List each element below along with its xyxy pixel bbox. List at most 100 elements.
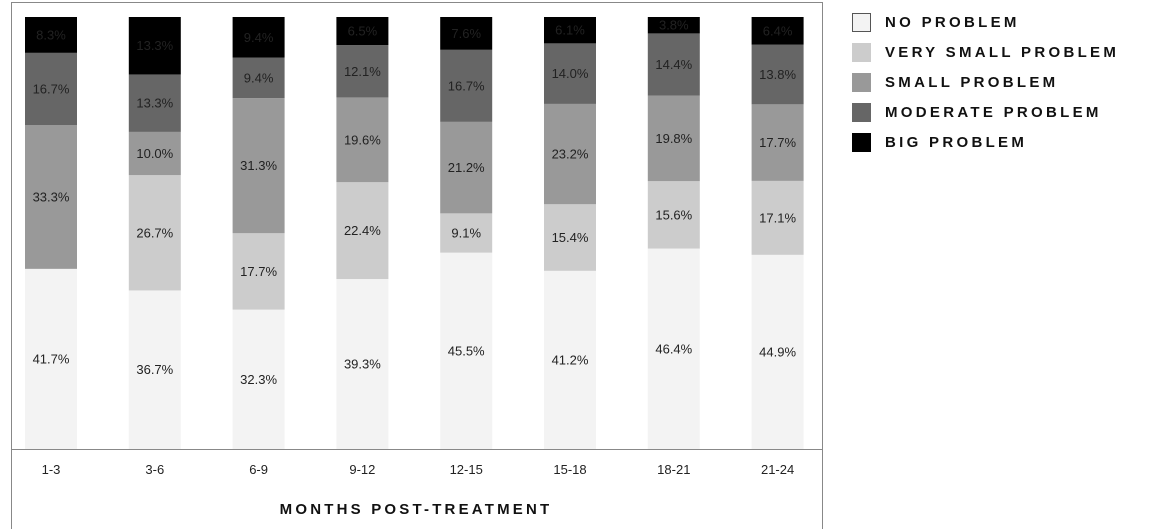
data-label: 46.4% — [655, 341, 692, 356]
bar-segment-moderate-problem — [544, 43, 596, 104]
legend-label: SMALL PROBLEM — [885, 73, 1059, 91]
bar-segment-small-problem — [440, 121, 493, 214]
data-label: 45.5% — [448, 343, 485, 358]
data-label: 44.9% — [759, 344, 796, 359]
data-label: 19.6% — [344, 132, 381, 147]
data-label: 8.3% — [36, 27, 66, 42]
data-label: 41.2% — [552, 352, 589, 367]
bar-stack-6-9: 32.3% 17.7% 31.3% 9.4% 9.4% — [232, 17, 285, 449]
data-label: 16.7% — [33, 81, 70, 96]
data-label: 16.7% — [448, 78, 485, 93]
legend-item-no-problem: NO PROBLEM — [852, 8, 1119, 36]
bar-segment-moderate-problem — [440, 49, 493, 122]
data-label: 23.2% — [552, 147, 589, 162]
legend-label: MODERATE PROBLEM — [885, 103, 1102, 121]
data-label: 36.7% — [136, 362, 173, 377]
x-tick-label: 12-15 — [450, 462, 483, 477]
legend-item-very-small-problem: VERY SMALL PROBLEM — [852, 38, 1119, 66]
x-tick-label: 1-3 — [42, 462, 61, 477]
bar-segment-no-problem — [544, 270, 596, 449]
bar-segment-moderate-problem — [751, 44, 804, 105]
data-label: 6.1% — [555, 23, 585, 38]
bar-segment-no-problem — [128, 290, 181, 449]
bar-stack-3-6: 36.7% 26.7% 10.0% 13.3% 13.3% — [128, 17, 181, 449]
legend-swatch — [852, 42, 871, 62]
data-label: 21.2% — [448, 160, 485, 175]
data-label: 41.7% — [33, 351, 70, 366]
data-label: 22.4% — [344, 223, 381, 238]
bar-segment-big-problem — [128, 17, 181, 75]
x-axis-label: MONTHS POST-TREATMENT — [280, 501, 553, 518]
bar-segment-very-small-problem — [647, 181, 700, 249]
bar-stack-18-21: 46.4% 15.6% 19.8% 14.4% 3.8% — [647, 17, 700, 449]
bar-stack-21-24: 44.9% 17.1% 17.7% 13.8% 6.4% — [751, 17, 804, 449]
legend-item-small-problem: SMALL PROBLEM — [852, 68, 1119, 96]
bar-segment-big-problem — [544, 17, 596, 44]
data-label: 33.3% — [33, 189, 70, 204]
legend-label: NO PROBLEM — [885, 13, 1020, 31]
data-label: 12.1% — [344, 64, 381, 79]
data-label: 9.4% — [244, 70, 274, 85]
x-tick-labels: 1-3 3-6 6-9 9-12 12-15 15-18 18-21 21-24 — [42, 462, 795, 477]
bar-segment-moderate-problem — [25, 52, 77, 125]
data-label: 17.7% — [240, 264, 277, 279]
bar-segment-big-problem — [647, 17, 700, 34]
bar-segment-very-small-problem — [336, 182, 389, 280]
bar-segment-no-problem — [232, 309, 285, 449]
data-label: 17.1% — [759, 210, 796, 225]
data-label: 13.8% — [759, 67, 796, 82]
legend-item-big-problem: BIG PROBLEM — [852, 128, 1119, 156]
bar-segment-no-problem — [336, 279, 389, 449]
legend-item-moderate-problem: MODERATE PROBLEM — [852, 98, 1119, 126]
data-label: 15.4% — [552, 230, 589, 245]
legend-swatch — [852, 12, 871, 32]
bar-segment-small-problem — [647, 95, 700, 182]
data-label: 10.0% — [136, 146, 173, 161]
stacked-bar-chart: 41.7% 33.3% 16.7% 8.3% 36.7% 26.7% 10.0% 13.3% 1… — [11, 2, 823, 529]
bar-segment-moderate-problem — [647, 33, 700, 96]
bar-segment-no-problem — [25, 268, 77, 449]
bar-segment-moderate-problem — [336, 45, 389, 98]
bar-segment-moderate-problem — [232, 57, 285, 99]
data-label: 13.3% — [136, 38, 173, 53]
data-label: 6.4% — [763, 23, 793, 38]
x-tick-label: 9-12 — [349, 462, 375, 477]
data-label: 14.4% — [655, 57, 692, 72]
data-label: 13.3% — [136, 96, 173, 111]
legend-swatch — [852, 72, 871, 92]
bar-segment-no-problem — [440, 252, 493, 449]
x-tick-label: 18-21 — [657, 462, 690, 477]
x-tick-label: 21-24 — [761, 462, 794, 477]
bar-segment-very-small-problem — [232, 233, 285, 310]
plot-frame — [11, 2, 823, 529]
data-label: 15.6% — [655, 207, 692, 222]
data-label: 3.8% — [659, 18, 689, 33]
legend-label: BIG PROBLEM — [885, 133, 1028, 151]
data-label: 17.7% — [759, 135, 796, 150]
bar-stack-12-15: 45.5% 9.1% 21.2% 16.7% 7.6% — [440, 17, 493, 449]
data-label: 26.7% — [136, 225, 173, 240]
bar-segment-very-small-problem — [751, 180, 804, 255]
legend-label: VERY SMALL PROBLEM — [885, 43, 1120, 61]
bar-segment-no-problem — [647, 248, 700, 449]
bar-segment-big-problem — [751, 17, 804, 45]
bar-segment-small-problem — [751, 104, 804, 181]
x-tick-label: 6-9 — [249, 462, 268, 477]
bar-segment-very-small-problem — [544, 204, 596, 271]
bar-segment-very-small-problem — [440, 213, 493, 253]
bar-segment-big-problem — [440, 17, 493, 50]
bar-segment-small-problem — [232, 98, 285, 234]
bar-segment-small-problem — [544, 103, 596, 205]
x-tick-label: 3-6 — [145, 462, 164, 477]
bars-layer: 41.7% 33.3% 16.7% 8.3% 36.7% 26.7% 10.0% 13.3% 1… — [25, 17, 804, 449]
bar-stack-1-3: 41.7% 33.3% 16.7% 8.3% — [25, 17, 77, 449]
data-label: 6.5% — [348, 24, 378, 39]
x-tick-label: 15-18 — [553, 462, 586, 477]
legend-swatch — [852, 132, 871, 152]
bar-segment-small-problem — [25, 125, 77, 269]
data-label: 7.6% — [451, 26, 481, 41]
legend-swatch — [852, 102, 871, 122]
bar-segment-small-problem — [128, 131, 181, 176]
bar-segment-big-problem — [232, 17, 285, 58]
